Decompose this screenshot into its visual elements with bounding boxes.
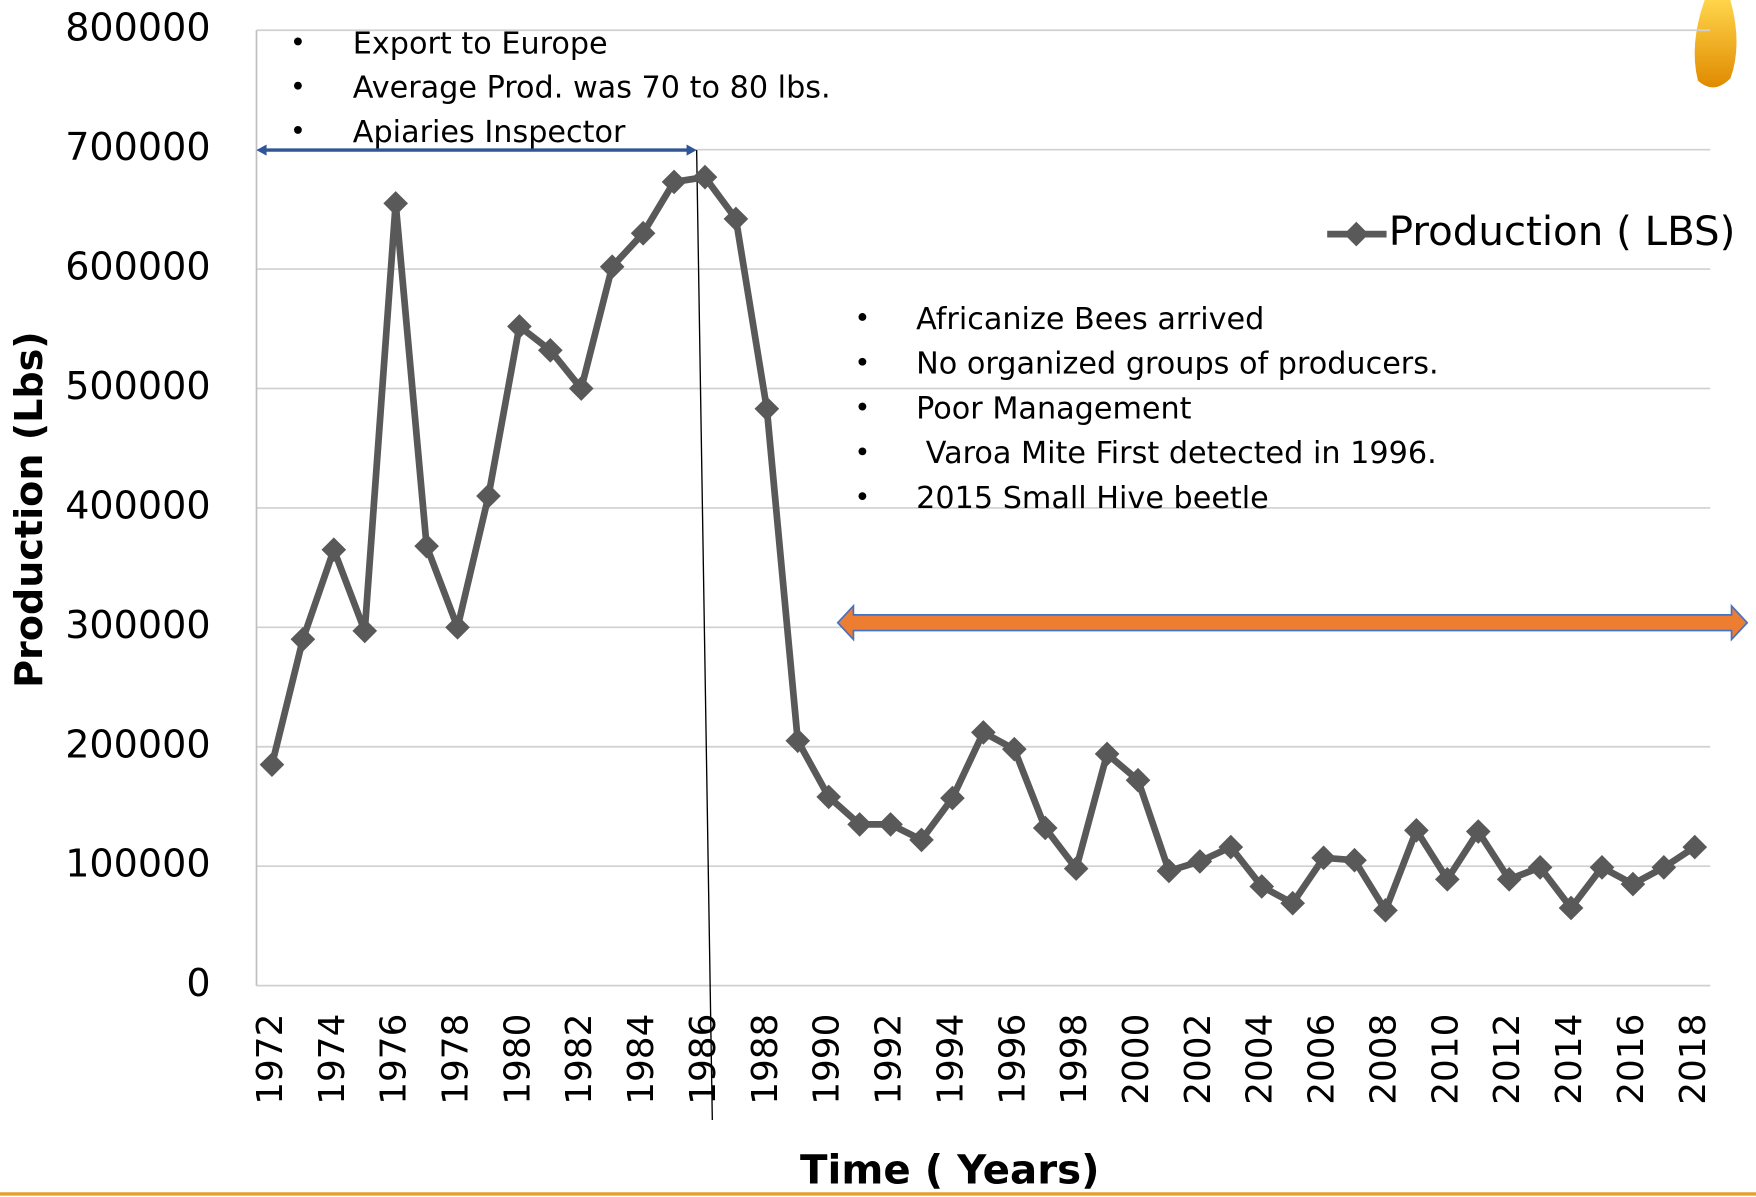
- y-tick-label: 0: [186, 961, 210, 1005]
- data-point: [476, 484, 501, 509]
- annotations: Export to Europe Average Prod. was 70 to …: [294, 26, 1439, 516]
- x-tick-label: 2002: [1178, 1014, 1219, 1105]
- x-tick-label: 2008: [1363, 1014, 1404, 1105]
- y-tick-label: 500000: [65, 364, 210, 408]
- x-tick-label: 2016: [1611, 1014, 1652, 1105]
- series: [260, 165, 1707, 923]
- legend-label: Production ( LBS): [1389, 208, 1736, 255]
- axes: 0 100000 200000 300000 400000 500000 600000 700…: [65, 6, 1714, 1105]
- x-tick-label: 1976: [374, 1014, 415, 1105]
- data-point: [785, 728, 810, 753]
- bullet: [294, 38, 302, 46]
- x-tick-label: 2006: [1302, 1014, 1343, 1105]
- data-point: [414, 534, 439, 559]
- data-point: [1621, 872, 1646, 897]
- legend-marker: [1344, 222, 1369, 247]
- data-point: [445, 615, 470, 640]
- x-tick-label: 2012: [1487, 1014, 1528, 1105]
- y-tick-label: 700000: [65, 125, 210, 169]
- x-tick-label: 1974: [312, 1014, 353, 1105]
- x-tick-label: 1982: [559, 1014, 600, 1105]
- data-point: [878, 812, 903, 837]
- y-tick-label: 800000: [65, 6, 210, 50]
- chart: Export to Europe Average Prod. was 70 to …: [0, 0, 1756, 1197]
- data-point: [321, 537, 346, 562]
- x-tick-label: 2018: [1673, 1014, 1714, 1105]
- y-tick-label: 200000: [65, 722, 210, 766]
- y-tick-label: 100000: [65, 842, 210, 886]
- annotation-text: No organized groups of producers.: [916, 347, 1438, 382]
- divider-line: [697, 150, 713, 1120]
- data-point: [260, 752, 285, 777]
- annotation-text: Africanize Bees arrived: [916, 302, 1264, 337]
- orange-arrow: [838, 606, 1747, 640]
- bullet: [858, 313, 866, 321]
- bullet: [294, 82, 302, 90]
- bullet: [858, 358, 866, 366]
- data-point: [755, 396, 780, 421]
- bullet: [858, 447, 866, 455]
- data-point: [971, 720, 996, 745]
- annotation-text: Export to Europe: [353, 26, 608, 61]
- y-tick-label: 300000: [65, 603, 210, 647]
- x-tick-label: 1990: [807, 1014, 848, 1105]
- x-tick-label: 1972: [250, 1014, 291, 1105]
- x-tick-label: 2010: [1425, 1014, 1466, 1105]
- x-tick-label: 1998: [1054, 1014, 1095, 1105]
- flame-decoration: [1695, 0, 1737, 87]
- x-tick-label: 2000: [1116, 1014, 1157, 1105]
- annotation-text: Poor Management: [916, 391, 1192, 426]
- data-point: [1157, 859, 1182, 884]
- series-line: [272, 177, 1695, 910]
- x-tick-label: 1996: [992, 1014, 1033, 1105]
- bullet: [858, 403, 866, 411]
- annotation-text: Apiaries Inspector: [353, 115, 626, 150]
- data-point: [383, 191, 408, 216]
- data-point: [1188, 849, 1213, 874]
- bullet: [858, 492, 866, 500]
- bullet: [294, 126, 302, 134]
- x-tick-label: 1986: [683, 1014, 724, 1105]
- x-tick-label: 1994: [930, 1014, 971, 1105]
- data-point: [1002, 737, 1027, 762]
- y-axis-title: Production (Lbs): [7, 331, 51, 688]
- y-tick-label: 400000: [65, 483, 210, 527]
- annotation-text: Average Prod. was 70 to 80 lbs.: [353, 71, 831, 106]
- x-tick-label: 1978: [436, 1014, 477, 1105]
- x-axis-title: Time ( Years): [800, 1147, 1100, 1194]
- x-tick-label: 1988: [745, 1014, 786, 1105]
- annotation-text: Varoa Mite First detected in 1996.: [916, 436, 1437, 471]
- data-point: [352, 619, 377, 644]
- x-tick-label: 1980: [497, 1014, 538, 1105]
- x-tick-label: 2014: [1549, 1014, 1590, 1105]
- data-point: [291, 627, 316, 652]
- x-tick-label: 2004: [1240, 1014, 1281, 1105]
- legend: Production ( LBS): [1327, 208, 1735, 255]
- annotation-text: 2015 Small Hive beetle: [916, 481, 1269, 516]
- y-tick-label: 600000: [65, 245, 210, 289]
- plot-root: Export to Europe Average Prod. was 70 to …: [0, 0, 1756, 1194]
- x-tick-label: 1992: [869, 1014, 910, 1105]
- x-tick-label: 1984: [621, 1014, 662, 1105]
